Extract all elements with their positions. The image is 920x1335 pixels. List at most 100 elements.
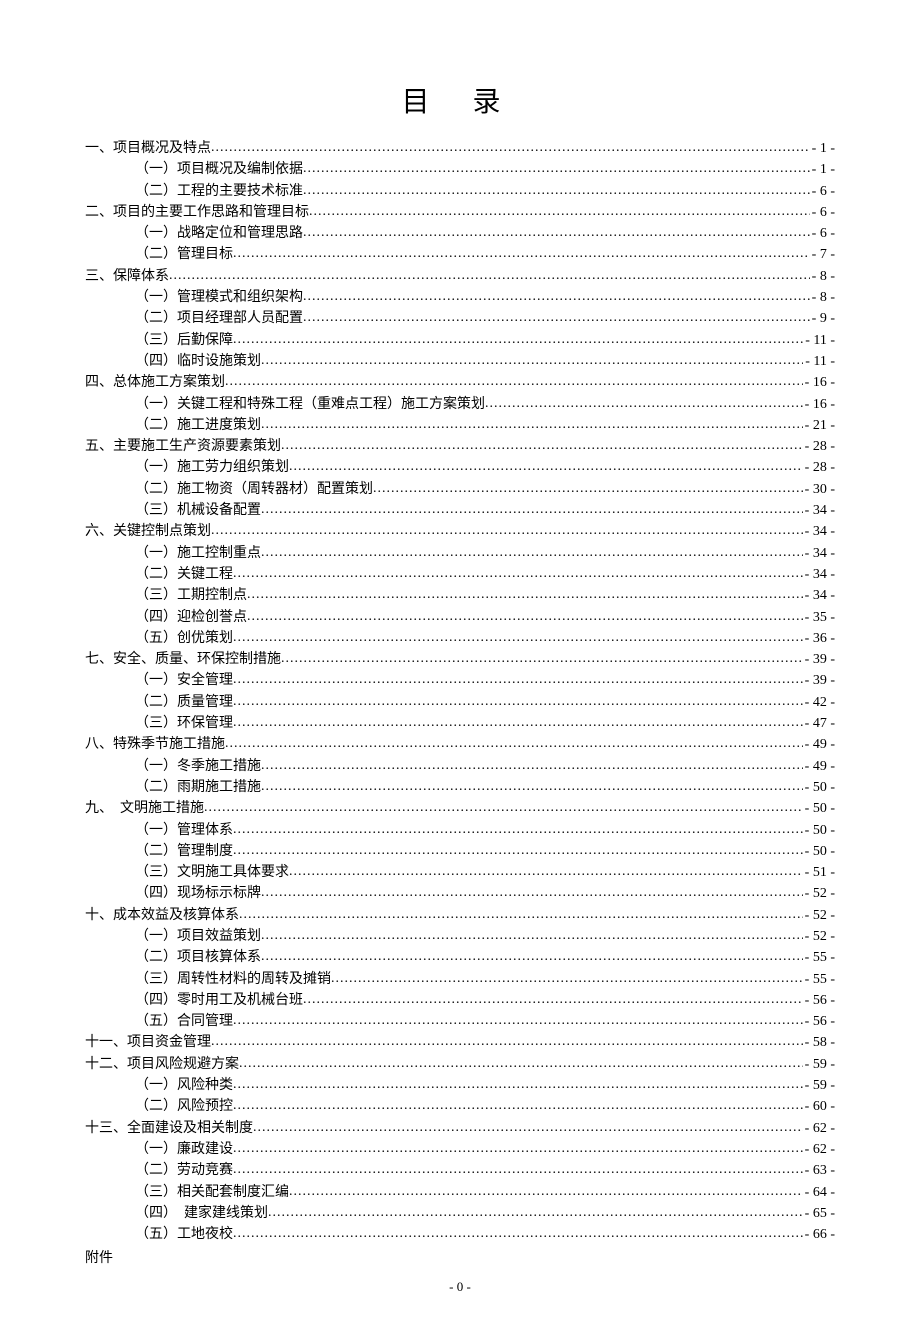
toc-entry-page: - 11 - [803, 352, 835, 372]
toc-entry-label: 十一、项目资金管理 [85, 1033, 211, 1053]
toc-entry[interactable]: （一）施工劳力组织策划- 28 - [85, 457, 835, 478]
toc-entry-label: （二）风险预控 [135, 1097, 233, 1117]
toc-leader-dots [239, 1054, 803, 1068]
toc-leader-dots [268, 1203, 803, 1217]
toc-entry[interactable]: （四）现场标示标牌- 52 - [85, 883, 835, 904]
toc-entry[interactable]: （二）质量管理- 42 - [85, 692, 835, 713]
toc-entry[interactable]: （二）雨期施工措施- 50 - [85, 777, 835, 798]
toc-entry[interactable]: （一）项目概况及编制依据- 1 - [85, 159, 835, 180]
toc-leader-dots [233, 1224, 803, 1238]
toc-entry[interactable]: （一）战略定位和管理思路- 6 - [85, 223, 835, 244]
toc-entry[interactable]: （二）关键工程- 34 - [85, 564, 835, 585]
toc-entry-label: （一）施工控制重点 [135, 544, 261, 564]
toc-entry-page: - 52 - [803, 884, 835, 904]
toc-entry[interactable]: （二）管理制度- 50 - [85, 841, 835, 862]
toc-entry[interactable]: （四）临时设施策划- 11 - [85, 351, 835, 372]
toc-entry-page: - 64 - [803, 1183, 835, 1203]
toc-entry-label: （二）雨期施工措施 [135, 778, 261, 798]
toc-leader-dots [331, 969, 803, 983]
toc-entry-label: （二）劳动竞赛 [135, 1161, 233, 1181]
toc-entry-page: - 49 - [803, 757, 835, 777]
toc-leader-dots [169, 266, 810, 280]
toc-entry[interactable]: （三）工期控制点- 34 - [85, 585, 835, 606]
toc-entry[interactable]: 十、成本效益及核算体系- 52 - [85, 905, 835, 926]
toc-leader-dots [261, 926, 803, 940]
toc-entry[interactable]: （二）施工物资（周转器材）配置策划- 30 - [85, 479, 835, 500]
toc-entry[interactable]: （二）劳动竞赛 - 63 - [85, 1160, 835, 1181]
toc-entry[interactable]: （三）文明施工具体要求- 51 - [85, 862, 835, 883]
toc-entry-page: - 34 - [803, 501, 835, 521]
toc-entry-page: - 49 - [803, 735, 835, 755]
toc-leader-dots [303, 990, 803, 1004]
toc-entry[interactable]: 三、保障体系- 8 - [85, 266, 835, 287]
toc-entry[interactable]: （一）管理体系- 50 - [85, 820, 835, 841]
toc-leader-dots [233, 564, 803, 578]
toc-entry-label: （一）项目效益策划 [135, 927, 261, 947]
toc-leader-dots [303, 223, 810, 237]
toc-leader-dots [233, 713, 803, 727]
toc-entry-label: 六、关键控制点策划 [85, 522, 211, 542]
toc-entry[interactable]: （一）廉政建设- 62 - [85, 1139, 835, 1160]
toc-entry-page: - 56 - [803, 991, 835, 1011]
toc-entry[interactable]: （一）关键工程和特殊工程（重难点工程）施工方案策划- 16 - [85, 394, 835, 415]
toc-entry[interactable]: （二）项目经理部人员配置- 9 - [85, 308, 835, 329]
toc-entry[interactable]: （四）零时用工及机械台班- 56 - [85, 990, 835, 1011]
toc-entry[interactable]: 六、关键控制点策划- 34 - [85, 521, 835, 542]
toc-leader-dots [233, 1139, 803, 1153]
toc-entry-page: - 63 - [803, 1161, 835, 1181]
toc-entry[interactable]: （一）项目效益策划 - 52 - [85, 926, 835, 947]
toc-entry-page: - 8 - [810, 267, 835, 287]
toc-leader-dots [261, 500, 803, 514]
toc-entry[interactable]: 八、特殊季节施工措施 - 49 - [85, 734, 835, 755]
toc-entry-page: - 6 - [810, 224, 835, 244]
toc-entry[interactable]: （一）风险种类- 59 - [85, 1075, 835, 1096]
toc-entry[interactable]: （五）工地夜校- 66 - [85, 1224, 835, 1245]
toc-leader-dots [225, 372, 803, 386]
toc-entry-page: - 59 - [803, 1076, 835, 1096]
toc-leader-dots [233, 670, 803, 684]
toc-entry[interactable]: （三）机械设备配置- 34 - [85, 500, 835, 521]
toc-entry[interactable]: （五）创优策划- 36 - [85, 628, 835, 649]
toc-entry-label: （三）相关配套制度汇编 [135, 1183, 289, 1203]
toc-entry[interactable]: （二）风险预控- 60 - [85, 1096, 835, 1117]
toc-entry[interactable]: 七、安全、质量、环保控制措施- 39 - [85, 649, 835, 670]
toc-entry-label: （二）管理制度 [135, 842, 233, 862]
toc-entry[interactable]: 十二、项目风险规避方案- 59 - [85, 1054, 835, 1075]
toc-leader-dots [211, 521, 803, 535]
toc-entry-page: - 8 - [810, 288, 835, 308]
toc-entry[interactable]: 九、 文明施工措施- 50 - [85, 798, 835, 819]
toc-entry[interactable]: （二）项目核算体系- 55 - [85, 947, 835, 968]
toc-entry-page: - 52 - [803, 927, 835, 947]
toc-entry-page: - 16 - [803, 395, 835, 415]
toc-entry-label: （二）工程的主要技术标准 [135, 182, 303, 202]
toc-entry[interactable]: （一）冬季施工措施- 49 - [85, 756, 835, 777]
toc-entry[interactable]: （二）管理目标- 7 - [85, 244, 835, 265]
toc-entry[interactable]: （二）施工进度策划- 21 - [85, 415, 835, 436]
toc-entry[interactable]: （五）合同管理- 56 - [85, 1011, 835, 1032]
toc-entry[interactable]: 二、项目的主要工作思路和管理目标- 6 - [85, 202, 835, 223]
toc-entry-page: - 36 - [803, 629, 835, 649]
toc-entry[interactable]: （一）管理模式和组织架构- 8 - [85, 287, 835, 308]
toc-entry[interactable]: （三）相关配套制度汇编 - 64 - [85, 1182, 835, 1203]
toc-entry[interactable]: 十一、项目资金管理- 58 - [85, 1032, 835, 1053]
toc-entry[interactable]: 五、主要施工生产资源要素策划- 28 - [85, 436, 835, 457]
toc-entry[interactable]: （二）工程的主要技术标准- 6 - [85, 181, 835, 202]
toc-entry[interactable]: （一）安全管理- 39 - [85, 670, 835, 691]
toc-entry[interactable]: 十三、全面建设及相关制度- 62 - [85, 1118, 835, 1139]
toc-entry[interactable]: （三）周转性材料的周转及摊销- 55 - [85, 969, 835, 990]
toc-entry-page: - 65 - [803, 1204, 835, 1224]
toc-entry[interactable]: （四）迎检创誉点- 35 - [85, 607, 835, 628]
toc-entry[interactable]: （一）施工控制重点 - 34 - [85, 543, 835, 564]
toc-entry-label: 十三、全面建设及相关制度 [85, 1119, 253, 1139]
toc-entry-label: 一、项目概况及特点 [85, 139, 211, 159]
toc-entry[interactable]: 一、项目概况及特点- 1 - [85, 138, 835, 159]
toc-entry-label: 八、特殊季节施工措施 [85, 735, 225, 755]
toc-entry[interactable]: （四） 建家建线策划 - 65 - [85, 1203, 835, 1224]
toc-leader-dots [373, 479, 803, 493]
toc-entry-label: （四） 建家建线策划 [135, 1204, 268, 1224]
toc-entry[interactable]: （三）环保管理- 47 - [85, 713, 835, 734]
toc-entry-page: - 34 - [803, 544, 835, 564]
toc-entry[interactable]: （三）后勤保障- 11 - [85, 330, 835, 351]
toc-entry-label: 七、安全、质量、环保控制措施 [85, 650, 281, 670]
toc-entry[interactable]: 四、总体施工方案策划- 16 - [85, 372, 835, 393]
